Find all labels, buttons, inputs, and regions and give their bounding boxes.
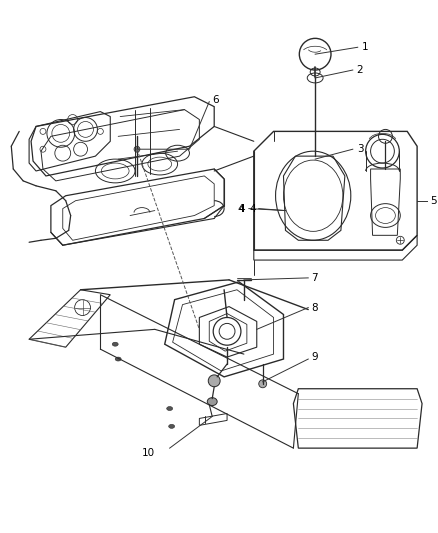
Text: 7: 7 — [311, 273, 318, 283]
Text: 1: 1 — [362, 42, 368, 52]
Text: 9: 9 — [311, 352, 318, 362]
Ellipse shape — [167, 407, 173, 410]
Ellipse shape — [112, 342, 118, 346]
Ellipse shape — [169, 424, 175, 429]
Text: 4: 4 — [249, 204, 256, 214]
Text: 5: 5 — [430, 196, 437, 206]
Text: 3: 3 — [357, 144, 364, 154]
Text: 10: 10 — [141, 448, 155, 458]
Circle shape — [208, 375, 220, 387]
Text: 8: 8 — [311, 303, 318, 312]
Text: 4: 4 — [237, 204, 244, 214]
Ellipse shape — [115, 357, 121, 361]
Ellipse shape — [207, 398, 217, 406]
Text: 4: 4 — [238, 204, 245, 214]
Text: 6: 6 — [212, 95, 219, 104]
Circle shape — [259, 380, 267, 387]
Circle shape — [134, 146, 140, 152]
Text: 2: 2 — [357, 65, 364, 75]
